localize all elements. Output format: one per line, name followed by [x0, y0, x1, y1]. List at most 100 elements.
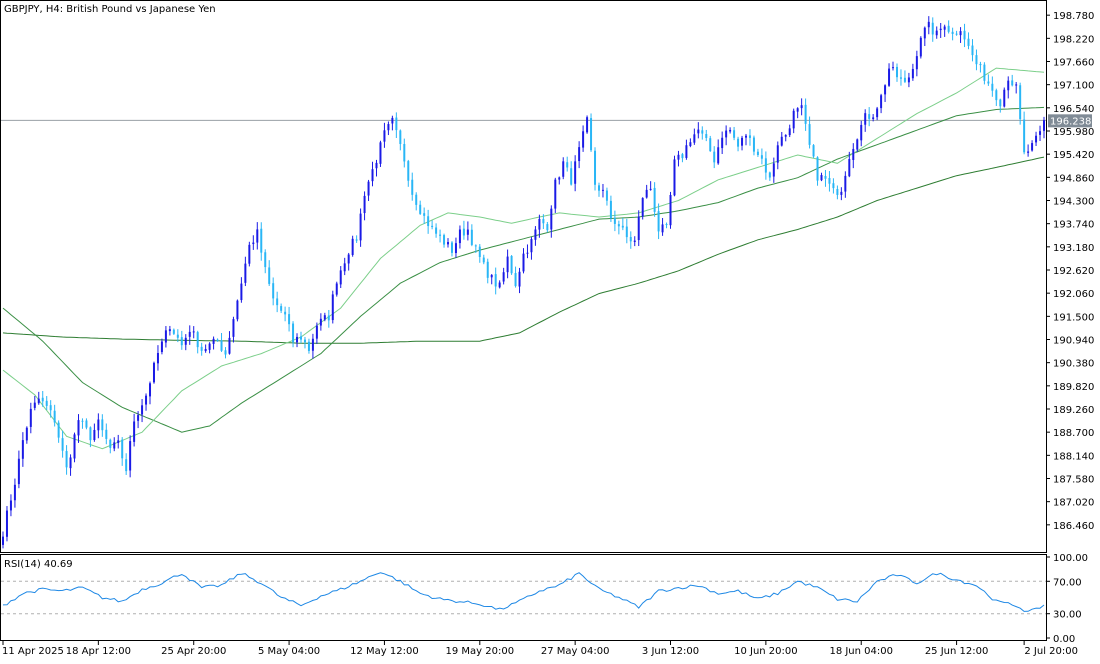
candle-body — [296, 336, 299, 343]
candle-body — [383, 130, 386, 142]
candle — [872, 114, 875, 122]
candle-body — [1011, 80, 1014, 86]
candle-body — [705, 134, 708, 138]
time-tick-label: 18 Jun 04:00 — [829, 646, 893, 657]
candle-body — [637, 216, 640, 241]
candle-body — [93, 429, 96, 441]
candle — [812, 144, 815, 158]
candle — [232, 316, 235, 343]
candle-body — [260, 228, 263, 253]
candle — [117, 434, 120, 449]
candle — [347, 252, 350, 271]
price-tick-label: 189.820 — [1053, 382, 1094, 393]
candle — [121, 437, 124, 466]
candle — [399, 129, 402, 151]
candle-body — [2, 536, 4, 545]
candle-body — [780, 136, 783, 146]
candle-body — [796, 108, 799, 112]
candle — [498, 280, 501, 289]
candle-body — [490, 274, 493, 278]
candle-body — [868, 114, 871, 119]
price-tick-label: 194.300 — [1053, 197, 1094, 208]
rsi-panel-frame — [0, 554, 1047, 641]
candle-body — [880, 95, 883, 109]
candle — [709, 135, 712, 152]
candle-body — [403, 143, 406, 162]
candle — [637, 210, 640, 247]
candle-body — [1043, 120, 1045, 131]
candle — [447, 238, 450, 248]
candle — [5, 506, 8, 542]
candle — [474, 244, 477, 253]
candle-body — [860, 124, 863, 141]
candle — [288, 306, 291, 332]
candle — [506, 249, 509, 279]
candle-body — [601, 189, 604, 191]
candle — [613, 210, 616, 232]
candle — [768, 171, 771, 181]
candle-body — [895, 66, 898, 78]
candle-body — [474, 245, 477, 247]
candle — [466, 221, 469, 241]
candle — [375, 159, 378, 177]
candle-body — [355, 239, 358, 241]
candle-body — [498, 282, 501, 288]
candle — [331, 290, 334, 324]
candle — [764, 151, 767, 180]
candle-body — [955, 33, 958, 35]
candle-body — [677, 154, 680, 160]
time-tick-label: 2 Jul 20:00 — [1024, 646, 1078, 657]
price-tick-label: 195.980 — [1053, 127, 1094, 138]
candle — [923, 26, 926, 47]
candle-body — [903, 77, 906, 82]
candle-body — [506, 256, 509, 273]
candle — [264, 249, 267, 274]
candle — [137, 411, 140, 429]
candle — [272, 277, 275, 306]
candle-body — [81, 420, 84, 422]
rsi-tick-label: 0.00 — [1053, 634, 1075, 645]
candle — [93, 423, 96, 442]
candle — [33, 395, 36, 411]
candle-body — [89, 427, 92, 441]
candle — [1039, 125, 1042, 142]
candle — [1003, 87, 1006, 108]
candle — [844, 171, 847, 198]
candle — [935, 26, 938, 39]
candle-body — [248, 244, 251, 264]
candle-body — [828, 177, 831, 184]
price-tick-label: 190.940 — [1053, 336, 1094, 347]
candle — [629, 231, 632, 249]
candle — [125, 453, 128, 475]
candle-body — [609, 200, 612, 219]
candle-body — [41, 397, 44, 402]
candle — [681, 152, 684, 163]
candle-body — [888, 68, 891, 86]
candle-body — [645, 189, 648, 198]
candle — [109, 438, 112, 454]
candle — [971, 39, 974, 62]
candle-body — [307, 341, 310, 351]
candle-body — [109, 439, 112, 448]
candle — [97, 413, 100, 439]
candle — [510, 255, 513, 275]
candle-body — [852, 148, 855, 160]
candle — [411, 172, 414, 201]
time-tick-label: 25 Jun 12:00 — [925, 646, 989, 657]
candle-body — [629, 236, 632, 242]
candle-body — [407, 161, 410, 181]
candle-body — [427, 216, 430, 227]
candle-body — [729, 129, 732, 132]
candle-body — [621, 225, 624, 228]
candle — [625, 218, 628, 244]
candle — [550, 205, 553, 238]
candle — [713, 146, 716, 169]
candle-body — [494, 274, 497, 287]
candle-body — [808, 124, 811, 145]
candle-body — [244, 263, 247, 283]
price-tick-label: 198.780 — [1053, 11, 1094, 22]
candle-body — [486, 261, 489, 278]
candle-body — [276, 298, 279, 306]
candle — [939, 22, 942, 38]
candle-body — [387, 124, 390, 131]
